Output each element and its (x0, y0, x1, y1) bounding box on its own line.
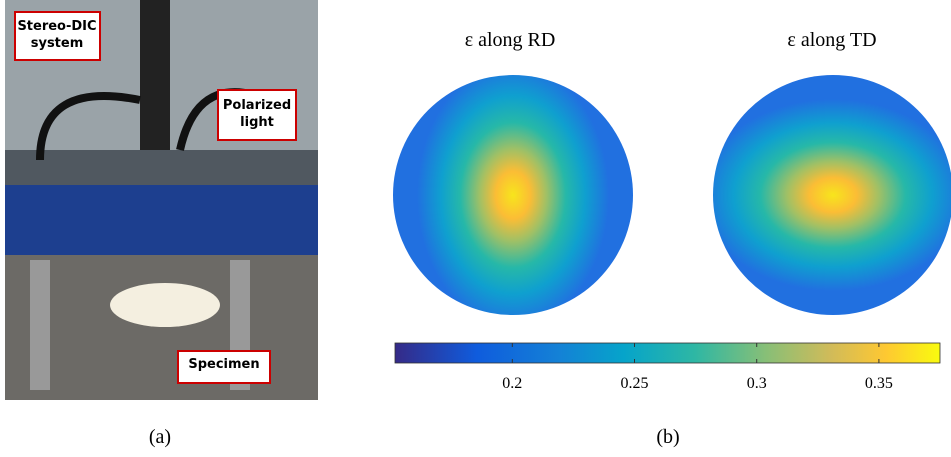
colorbar (394, 342, 941, 364)
tick-label: 0.3 (747, 375, 767, 392)
photo (5, 0, 318, 400)
map-title: ε along RD (465, 29, 556, 51)
tick-label: 0.25 (621, 375, 649, 392)
photo-label: Specimen (188, 357, 259, 372)
strain-map (713, 75, 951, 315)
tick-label: 0.35 (865, 375, 893, 392)
tick-label: 0.2 (502, 375, 522, 392)
caption: (a) (149, 426, 171, 448)
label-boxes (14, 11, 297, 384)
photo-label: Stereo-DIC system (17, 19, 96, 51)
strain-map (393, 75, 633, 315)
photo-label: Polarized light (223, 98, 291, 130)
map-title: ε along TD (787, 29, 876, 51)
caption: (b) (656, 426, 679, 448)
